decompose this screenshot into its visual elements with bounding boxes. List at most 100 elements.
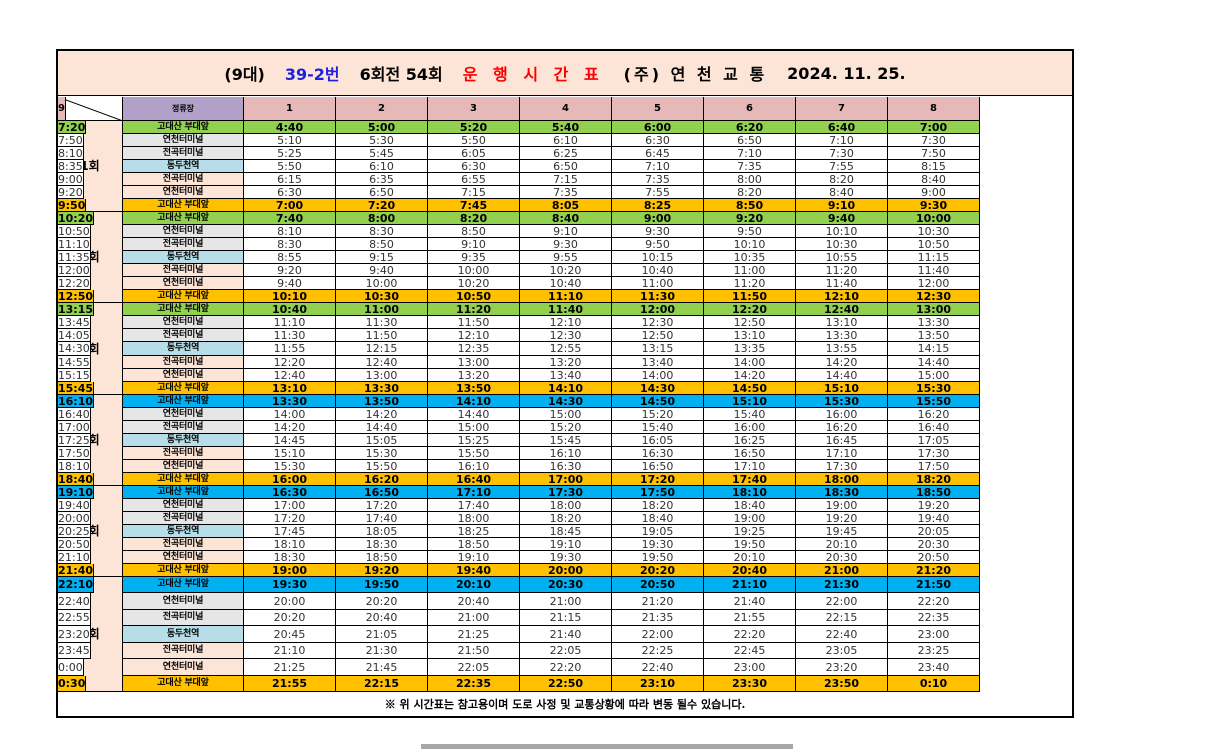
time-cell: 19:00	[704, 512, 796, 525]
time-cell: 10:55	[796, 251, 888, 264]
stop-name: 고대산 부대앞	[123, 290, 244, 303]
time-cell: 8:35	[58, 160, 84, 173]
time-cell: 23:20	[796, 659, 888, 676]
time-cell: 12:40	[796, 303, 888, 316]
time-cell: 21:30	[796, 577, 888, 593]
time-cell: 6:10	[520, 134, 612, 147]
time-cell: 7:10	[796, 134, 888, 147]
time-cell: 17:30	[796, 460, 888, 473]
time-cell: 12:15	[336, 342, 428, 356]
time-cell: 13:20	[428, 369, 520, 382]
time-cell: 14:10	[520, 382, 612, 395]
time-cell: 8:40	[888, 173, 980, 186]
time-cell: 8:00	[704, 173, 796, 186]
time-cell: 23:30	[704, 676, 796, 692]
time-cell: 22:05	[428, 659, 520, 676]
route-number: 39-2번	[284, 65, 340, 84]
time-cell: 18:00	[520, 499, 612, 512]
time-cell: 19:40	[58, 499, 91, 512]
time-cell: 6:35	[336, 173, 428, 186]
time-cell: 6:50	[704, 134, 796, 147]
time-cell: 12:30	[888, 290, 980, 303]
time-cell: 15:25	[428, 434, 520, 447]
time-cell: 9:00	[888, 186, 980, 199]
time-cell: 13:50	[428, 382, 520, 395]
time-cell: 13:10	[704, 329, 796, 342]
scroll-tab[interactable]	[421, 744, 793, 749]
time-cell: 15:00	[888, 369, 980, 382]
time-cell: 4:40	[244, 121, 336, 134]
time-cell: 19:30	[520, 551, 612, 564]
time-cell: 15:10	[796, 382, 888, 395]
time-cell: 5:50	[428, 134, 520, 147]
time-cell: 7:30	[796, 147, 888, 160]
footnote: ※ 위 시간표는 참고용이며 도로 사정 및 교통상황에 따라 변동 될수 있습…	[384, 697, 746, 711]
stop-name: 전곡터미널	[123, 264, 244, 277]
time-cell: 15:40	[704, 408, 796, 421]
time-cell: 19:50	[704, 538, 796, 551]
time-cell: 7:15	[428, 186, 520, 199]
time-cell: 13:15	[58, 303, 95, 316]
time-cell: 22:15	[796, 610, 888, 626]
time-cell: 14:20	[704, 369, 796, 382]
bus-column-header-3: 3	[428, 97, 520, 121]
time-cell: 16:50	[704, 447, 796, 460]
time-cell: 6:00	[612, 121, 704, 134]
time-cell: 12:00	[58, 264, 91, 277]
time-cell: 6:40	[796, 121, 888, 134]
time-cell: 16:20	[336, 473, 428, 486]
time-cell: 10:40	[520, 277, 612, 290]
time-cell: 10:10	[704, 238, 796, 251]
time-cell: 11:00	[336, 303, 428, 316]
time-cell: 14:30	[520, 395, 612, 408]
time-cell: 12:50	[58, 290, 95, 303]
time-cell: 10:00	[336, 277, 428, 290]
time-cell: 20:05	[888, 525, 980, 538]
time-cell: 14:50	[612, 395, 704, 408]
time-cell: 7:15	[520, 173, 612, 186]
time-cell: 11:10	[520, 290, 612, 303]
time-cell: 11:20	[704, 277, 796, 290]
stop-name: 연천터미널	[123, 659, 244, 676]
time-cell: 19:10	[58, 486, 95, 499]
time-cell: 18:30	[336, 538, 428, 551]
time-cell: 8:20	[796, 173, 888, 186]
time-cell: 16:05	[612, 434, 704, 447]
time-cell: 18:10	[58, 460, 91, 473]
time-cell: 21:45	[336, 659, 428, 676]
time-cell: 15:30	[888, 382, 980, 395]
time-cell: 20:45	[244, 626, 336, 643]
time-cell: 7:55	[796, 160, 888, 173]
time-cell: 19:05	[612, 525, 704, 538]
time-cell: 21:25	[244, 659, 336, 676]
time-cell: 20:40	[336, 610, 428, 626]
time-cell: 15:30	[336, 447, 428, 460]
time-cell: 20:20	[336, 593, 428, 610]
time-cell: 10:40	[244, 303, 336, 316]
bus-column-header-7: 7	[796, 97, 888, 121]
time-cell: 15:15	[58, 369, 91, 382]
stop-name: 연천터미널	[123, 277, 244, 290]
time-cell: 8:25	[612, 199, 704, 212]
time-cell: 21:40	[704, 593, 796, 610]
time-cell: 10:20	[520, 264, 612, 277]
time-cell: 11:55	[244, 342, 336, 356]
time-cell: 22:25	[612, 643, 704, 659]
time-cell: 16:40	[58, 408, 91, 421]
time-cell: 14:00	[612, 369, 704, 382]
time-cell: 11:50	[428, 316, 520, 329]
time-cell: 13:10	[796, 316, 888, 329]
time-cell: 7:50	[888, 147, 980, 160]
time-cell: 22:00	[796, 593, 888, 610]
time-cell: 15:20	[612, 408, 704, 421]
time-cell: 20:00	[520, 564, 612, 577]
time-cell: 22:40	[612, 659, 704, 676]
bus-column-header-4: 4	[520, 97, 612, 121]
time-cell: 21:50	[888, 577, 980, 593]
stop-name: 전곡터미널	[123, 447, 244, 460]
time-cell: 16:40	[888, 421, 980, 434]
time-cell: 21:55	[244, 676, 336, 692]
time-cell: 12:50	[612, 329, 704, 342]
time-cell: 6:30	[244, 186, 336, 199]
time-cell: 18:50	[888, 486, 980, 499]
